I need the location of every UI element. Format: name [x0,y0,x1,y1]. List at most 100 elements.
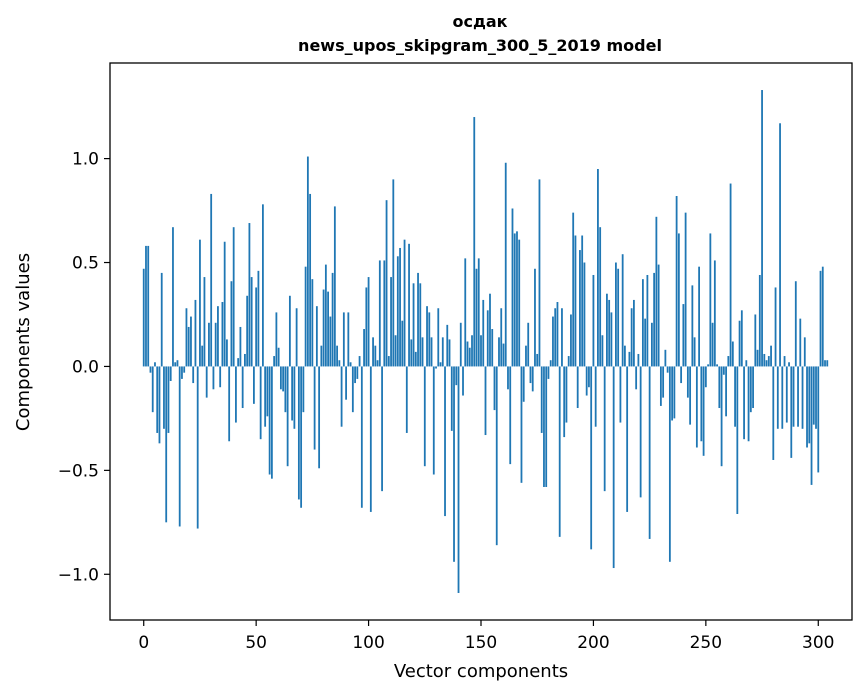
bar [439,362,442,367]
bar [581,235,584,367]
bar [448,339,451,367]
bar [637,353,640,367]
bar [635,366,638,390]
bar [590,366,593,550]
bar [226,339,228,367]
bar [639,366,642,498]
bar [372,337,374,367]
bar [466,341,469,367]
bar [504,162,507,367]
bar [468,347,471,367]
bar [381,366,383,492]
bar [250,277,253,367]
bar [327,291,329,367]
bar [520,366,523,483]
x-tick-label: 250 [690,633,722,653]
bar [268,366,271,475]
bar [799,318,802,367]
bar [522,366,525,402]
bar [612,366,615,569]
bar [486,310,489,367]
bar [473,117,476,367]
bar [378,260,381,367]
bar [336,345,338,367]
bar [277,347,280,367]
bar [356,366,359,379]
bar [241,366,244,409]
bar [223,241,226,367]
bar [210,193,213,367]
bar [183,366,186,373]
bar [644,318,647,367]
bar [257,270,260,367]
bar [142,268,145,367]
bar [232,227,235,367]
bar [262,204,264,367]
bar [273,356,276,367]
bar [212,366,215,390]
bar [617,268,620,367]
y-tick-label: −1.0 [58,565,99,585]
bar [516,231,518,367]
bar [324,264,327,367]
bar [201,345,204,367]
bar [815,366,817,429]
bar [662,366,665,398]
bar [668,366,671,562]
y-tick-label: 1.0 [72,150,99,170]
bar [686,366,689,398]
bar [205,366,208,398]
bar [747,366,750,442]
bar [320,345,323,367]
bar [491,329,494,367]
bar [603,366,606,492]
bar [196,366,199,529]
bar [230,281,233,367]
bar [477,258,480,367]
bar [414,351,417,367]
bar [803,337,806,367]
bar [817,366,820,473]
bar [306,156,309,367]
bar [599,227,602,367]
bar [199,239,201,367]
bar [545,366,548,487]
y-axis-label: Components values [13,253,34,431]
bar [428,312,431,367]
bar [237,358,240,367]
bar [529,366,532,384]
bar [322,289,325,367]
bar [347,312,350,367]
bar [749,366,752,413]
x-tick-label: 300 [802,633,834,653]
bar [729,183,732,367]
bar [385,200,388,367]
bar [331,272,334,367]
bar [619,366,622,423]
bar [801,366,804,429]
bar [145,245,147,367]
bar [190,316,192,367]
bar [567,356,570,367]
bar [693,337,696,367]
bar [752,366,754,409]
bar [783,356,786,367]
bar [426,306,428,367]
x-tick-label: 150 [465,633,497,653]
bar [169,366,172,381]
bar [410,339,413,367]
bar [489,293,491,367]
bar [444,366,446,517]
bar [727,356,730,367]
bar [776,366,779,429]
bar [172,227,174,367]
bar [464,258,467,367]
bar [405,366,408,433]
bar [633,299,635,367]
bar [300,366,303,508]
bar [700,366,703,442]
bar [333,206,336,367]
bar [401,320,404,367]
bar [664,349,667,367]
bar [657,264,660,367]
